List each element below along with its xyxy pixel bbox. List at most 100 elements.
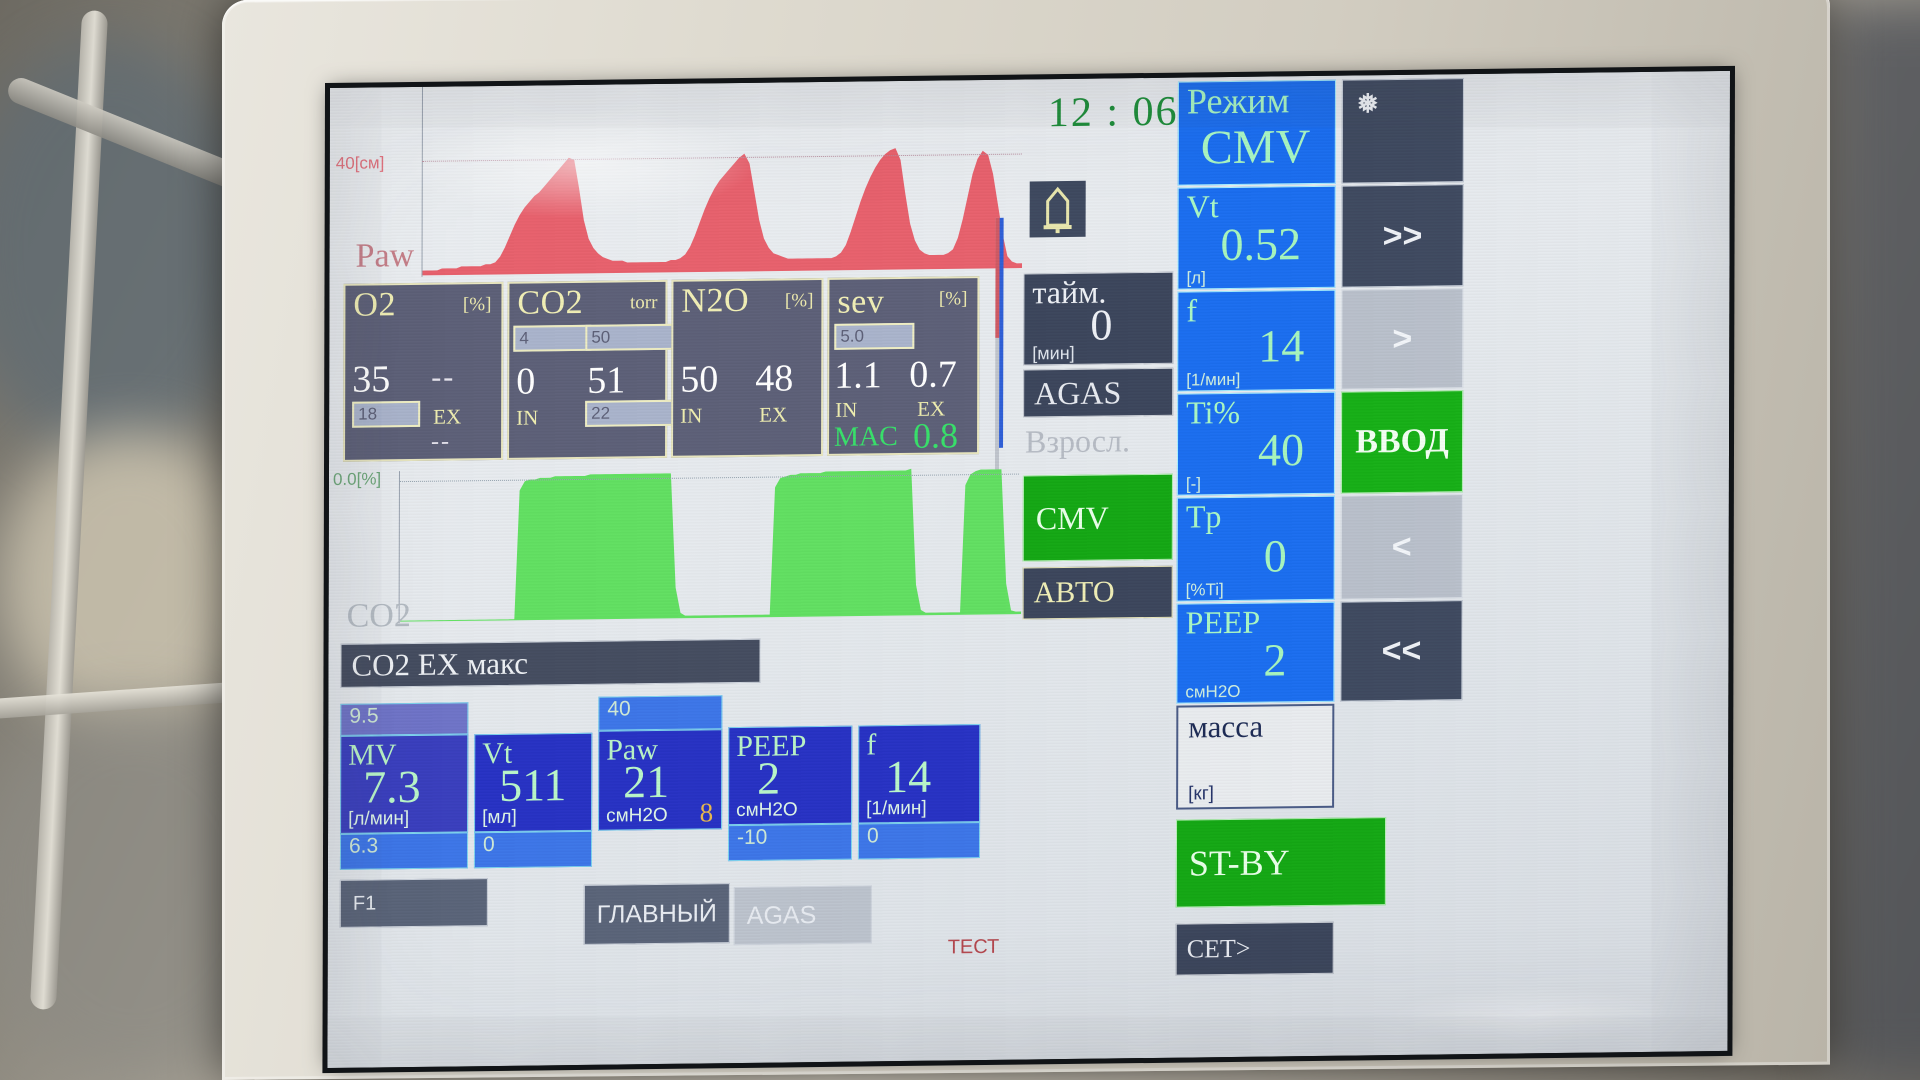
peep-unit: смH2O (736, 799, 798, 822)
param-f-unit: [1/мин] (1186, 369, 1241, 390)
paw-label: Paw (355, 236, 415, 275)
bell-icon-svg (1043, 186, 1072, 234)
param-ti[interactable]: Ti% 40 [-] (1176, 391, 1336, 496)
net-button[interactable]: СЕТ> (1175, 921, 1334, 976)
gas-o2-ex-label: EX (433, 404, 462, 429)
param-tp[interactable]: Тp 0 [%Ti] (1176, 495, 1335, 602)
standby-button[interactable]: ST-BY (1175, 817, 1387, 908)
gas-sev-in-label: IN (835, 397, 858, 422)
bottom-button-main-label: ГЛАВНЫЙ (596, 898, 717, 929)
mode-cmv-label: CMV (1035, 498, 1109, 536)
gas-box-o2[interactable]: O2 [%] 35 -- 18 EX -- (343, 281, 504, 462)
mode-panel[interactable]: Режим CMV (1177, 79, 1336, 186)
mv-unit: [л/мин] (348, 808, 410, 830)
clock: 12 : 06 (1047, 88, 1179, 137)
gas-n2o-ex-value: 48 (755, 357, 794, 400)
vt-limit-low[interactable]: 0 (473, 830, 593, 869)
param-vt[interactable]: Vt 0.52 [л] (1177, 185, 1336, 290)
gas-box-n2o[interactable]: N2O [%] 50 48 IN EX (671, 277, 824, 458)
gas-co2-ex-limit[interactable]: 22 (585, 399, 674, 427)
standby-button-label: ST-BY (1188, 842, 1290, 884)
vt-value: 511 (499, 759, 567, 811)
chevron-left-icon: < (1391, 527, 1412, 566)
double-chevron-left-icon: << (1381, 631, 1422, 670)
gas-sev-mac-value: 0.8 (913, 415, 959, 456)
co2-waveform-svg (399, 468, 1022, 622)
gas-co2-in-label: IN (516, 405, 539, 430)
auto-button[interactable]: АВТО (1022, 565, 1173, 620)
param-peep-value: 2 (1263, 634, 1287, 686)
mass-label: масса (1188, 708, 1264, 745)
paw-waveform-svg (422, 148, 1023, 276)
gas-n2o-unit: [%] (784, 290, 814, 312)
enter-icon: ВВОД (1355, 422, 1449, 461)
softkey-fastforward[interactable]: >> (1341, 184, 1464, 288)
param-peep-unit: смH2O (1185, 681, 1241, 702)
bottom-button-f1[interactable]: F1 (339, 878, 488, 928)
softkey-prev[interactable]: < (1340, 494, 1463, 600)
param-vt-value: 0.52 (1220, 218, 1302, 271)
gas-o2-setpoint[interactable]: 18 (352, 400, 421, 428)
paw-unit: смH2O (606, 804, 668, 827)
measurement-vt[interactable]: Vt 511 [мл] (474, 732, 593, 833)
f-name: f (866, 728, 877, 762)
gas-o2-unit: [%] (462, 294, 492, 316)
param-vt-name: Vt (1186, 188, 1219, 225)
param-f[interactable]: f 14 [1/мин] (1177, 289, 1336, 392)
measurement-mv[interactable]: MV 7.3 [л/мин] (340, 734, 469, 834)
f-value: 14 (885, 750, 932, 803)
f-limit-low[interactable]: 0 (857, 822, 981, 860)
gas-sev-setpoint[interactable]: 5.0 (834, 322, 915, 350)
mv-value: 7.3 (363, 760, 421, 813)
mode-panel-title: Режим (1186, 80, 1290, 122)
chevron-right-icon: > (1392, 319, 1413, 358)
timer-button[interactable]: тайм. 0 [мин] (1023, 271, 1174, 366)
gas-sev-name: sev (837, 283, 885, 321)
softkey-fastback[interactable]: << (1340, 600, 1463, 702)
auto-button-label: АВТО (1033, 575, 1115, 610)
timer-unit: [мин] (1032, 342, 1075, 364)
param-tp-unit: [%Ti] (1185, 580, 1224, 600)
softkey-next[interactable]: > (1341, 288, 1464, 390)
paw-scale-label: 40[см] (335, 153, 385, 173)
paw-extra-value: 8 (699, 797, 714, 828)
co2-ex-max-bar[interactable]: CO2 EX макс (340, 638, 761, 688)
gas-co2-setpoint-high[interactable]: 50 (585, 323, 674, 351)
gas-box-sev[interactable]: sev [%] 5.0 1.1 0.7 IN EX MAC 0.8 (827, 276, 980, 456)
gas-co2-in-value: 0 (516, 360, 536, 403)
param-ti-value: 40 (1257, 424, 1305, 476)
measurement-paw[interactable]: Paw 21 смH2O 8 (598, 729, 723, 831)
bottom-button-f1-label: F1 (352, 891, 377, 915)
bottom-button-main[interactable]: ГЛАВНЫЙ (583, 883, 730, 945)
gas-o2-name: O2 (353, 286, 397, 324)
softkey-snow[interactable]: ❅ (1341, 78, 1464, 184)
gas-o2-ex-value: -- (431, 360, 456, 394)
mv-limit-high[interactable]: 9.5 (340, 702, 469, 736)
gas-co2-ex-value: 51 (587, 359, 626, 402)
lcd-screen: 40[см] Paw O2 [%] 35 -- 18 EX -- CO2 tor… (327, 70, 1730, 1069)
param-f-name: f (1186, 292, 1198, 329)
bell-icon[interactable] (1029, 180, 1086, 238)
paw-waveform-area (329, 79, 1030, 288)
mass-field[interactable]: масса [кг] (1176, 703, 1335, 810)
bottom-button-agas[interactable]: AGAS (733, 885, 872, 946)
gas-box-co2[interactable]: CO2 torr 4 50 0 51 IN 22 (507, 279, 674, 460)
patient-type-label: Взросл. (1025, 422, 1131, 460)
mode-cmv-button[interactable]: CMV (1022, 473, 1173, 562)
measurement-peep[interactable]: PEEP 2 смH2O (728, 725, 853, 826)
peep-limit-low[interactable]: -10 (727, 823, 853, 862)
param-peep-name: PEEP (1185, 603, 1261, 641)
mv-limit-low[interactable]: 6.3 (339, 832, 469, 870)
softkey-enter[interactable]: ВВОД (1340, 390, 1464, 494)
param-peep[interactable]: PEEP 2 смH2O (1176, 601, 1335, 704)
agas-button[interactable]: AGAS (1023, 367, 1174, 418)
mode-panel-value: CMV (1200, 120, 1311, 175)
gas-co2-name: CO2 (517, 283, 584, 322)
gas-co2-unit: torr (629, 291, 658, 314)
co2-ex-max-label: CO2 EX макс (351, 645, 529, 683)
measurement-f[interactable]: f 14 [1/мин] (858, 724, 981, 824)
gas-co2-setpoint-low[interactable]: 4 (513, 324, 592, 352)
paw-limit-high[interactable]: 40 (598, 695, 723, 731)
param-tp-value: 0 (1263, 530, 1287, 582)
mass-unit: [кг] (1188, 783, 1214, 805)
